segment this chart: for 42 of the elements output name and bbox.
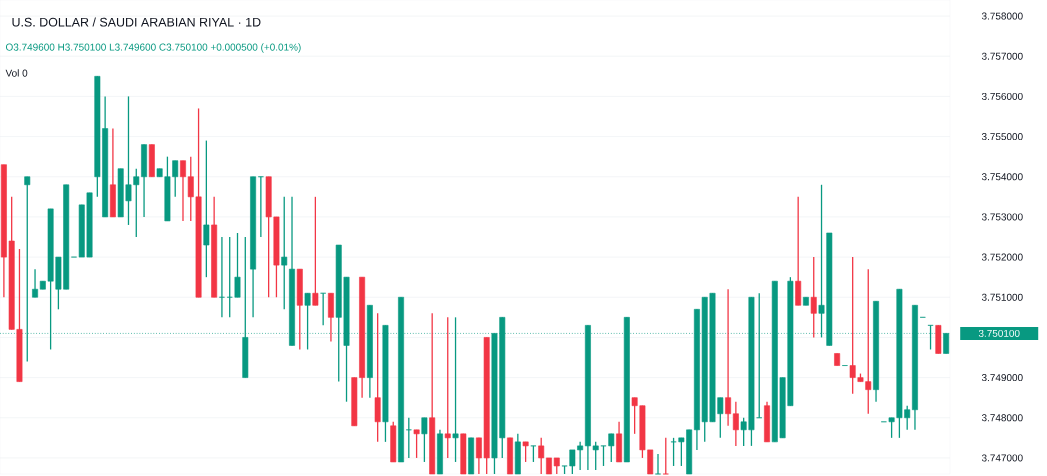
candlestick [803, 296, 809, 306]
candlestick [390, 421, 397, 463]
y-tick-label: 3.757000 [981, 52, 1023, 60]
candlestick [257, 176, 264, 238]
y-tick-label: 3.753000 [981, 213, 1023, 221]
candlestick [810, 256, 817, 339]
candlestick [421, 417, 428, 463]
candlestick [312, 196, 319, 306]
y-tick-label: 3.749000 [981, 374, 1023, 382]
candlestick [281, 196, 288, 310]
ref-line-label: 3.750100 [978, 329, 1020, 337]
y-tick-label: 3.754000 [981, 173, 1023, 181]
candlestick [507, 437, 513, 475]
candlestick [203, 139, 210, 278]
candlestick [382, 324, 389, 443]
y-tick-label: 3.748000 [981, 414, 1023, 422]
candlestick [444, 316, 451, 459]
text: U.S. DOLLAR / SAUDI ARABIAN RIYAL · 1D [12, 17, 261, 27]
candlestick [608, 433, 615, 463]
y-tick-label: 3.756000 [981, 92, 1023, 100]
y-tick-label: 3.758000 [981, 12, 1023, 20]
annotation: Vol 0 [5, 69, 28, 77]
y-tick-label: 3.747000 [981, 454, 1023, 462]
candlestick [522, 441, 529, 463]
candlestick [374, 312, 381, 443]
candlestick [296, 268, 303, 351]
candlestick [670, 437, 677, 467]
candlestick [655, 453, 661, 475]
candlestick [662, 437, 669, 475]
candlestick [304, 292, 311, 351]
candlestick [935, 324, 942, 355]
y-tick-label: 3.755000 [981, 133, 1023, 141]
candlestick [242, 236, 249, 379]
candlestick [600, 445, 607, 467]
y-tick-label: 3.751000 [981, 293, 1023, 301]
candlestick [538, 437, 545, 475]
candlestick [460, 433, 467, 475]
candlestick [468, 437, 475, 475]
candlestick [413, 429, 420, 459]
candlestick [234, 232, 241, 298]
text: O3.749600 H3.750100 L3.749600 C3.750100 +0.000500 (+0.01%) [5, 43, 301, 53]
y-tick-label: 3.752000 [981, 253, 1023, 261]
